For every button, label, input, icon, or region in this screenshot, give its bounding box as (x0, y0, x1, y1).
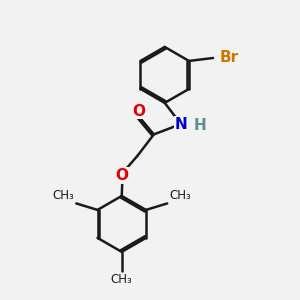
Text: O: O (115, 168, 128, 183)
Text: O: O (132, 103, 145, 118)
Text: CH₃: CH₃ (169, 189, 191, 202)
Text: Br: Br (220, 50, 239, 65)
Text: H: H (193, 118, 206, 133)
Text: CH₃: CH₃ (111, 273, 133, 286)
Text: N: N (175, 117, 187, 132)
Text: CH₃: CH₃ (53, 189, 74, 202)
